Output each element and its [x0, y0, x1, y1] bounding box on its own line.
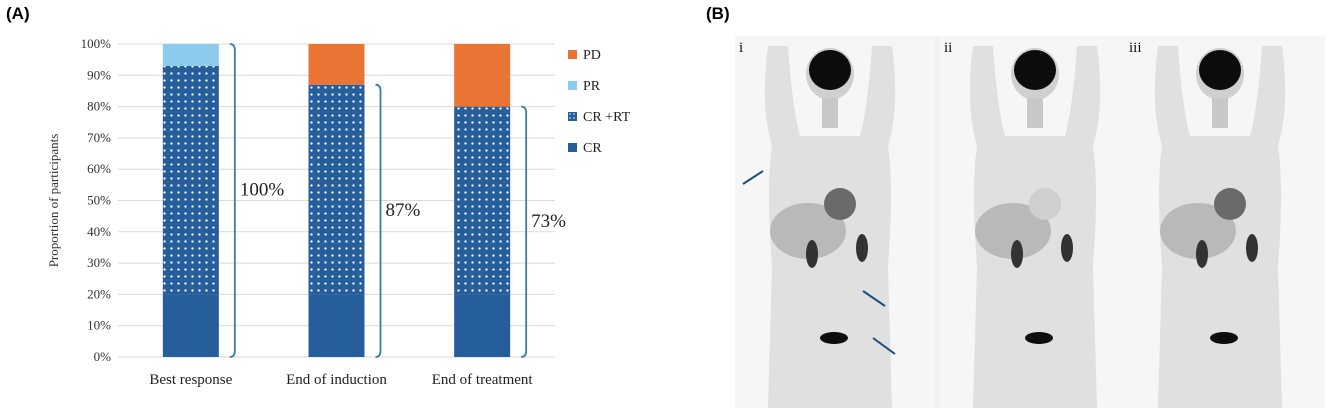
y-tick-label: 70% — [87, 130, 111, 145]
pet-scan-ii: ii — [940, 36, 1140, 408]
arrow-icon — [862, 290, 886, 307]
liver — [975, 203, 1051, 259]
y-axis-label: Proportion of participants — [46, 134, 61, 268]
bracket — [229, 43, 236, 358]
bladder — [820, 332, 848, 344]
bar-segment-cr-rt — [162, 65, 219, 295]
pet-scan-figure: i ii iii — [735, 36, 1325, 408]
kidney-left — [806, 240, 818, 268]
bladder — [1025, 332, 1053, 344]
neck — [1027, 98, 1043, 128]
bar-segment-cr — [162, 294, 219, 357]
neck — [822, 98, 838, 128]
pet-scan-label: iii — [1129, 40, 1142, 56]
heart — [824, 188, 856, 220]
bar-segment-pd — [454, 44, 511, 107]
panel-b-label: (B) — [706, 4, 730, 23]
kidney-left — [1011, 240, 1023, 268]
legend-swatch — [568, 81, 577, 90]
legend-swatch — [568, 143, 577, 152]
pet-scan-label: i — [739, 40, 744, 56]
y-tick-label: 30% — [87, 255, 111, 270]
x-tick-label: End of induction — [286, 372, 387, 388]
y-tick-label: 60% — [87, 161, 111, 176]
y-tick-label: 40% — [87, 224, 111, 239]
y-tick-label: 50% — [87, 193, 111, 208]
y-tick-label: 20% — [87, 286, 111, 301]
kidney-right — [1061, 234, 1073, 262]
bar-segment-pr — [162, 44, 219, 66]
bar-segment-cr — [308, 294, 365, 357]
pet-scan-image — [742, 46, 896, 408]
brain-uptake — [809, 50, 851, 90]
panel-a-label: (A) — [6, 4, 30, 23]
legend-swatch — [568, 50, 577, 59]
pet-scan-i: i — [735, 36, 935, 408]
bar-segment-pd — [308, 44, 365, 85]
y-tick-label: 10% — [87, 318, 111, 333]
legend-label: CR +RT — [583, 110, 631, 125]
y-tick-label: 90% — [87, 67, 111, 82]
bar-segment-cr-rt — [454, 106, 511, 295]
legend-label: CR — [583, 141, 602, 156]
y-tick-label: 80% — [87, 99, 111, 114]
stacked-bar-chart: 0% 10% 20% 30% 40% 50% 60% 70% 80% 90% 100% Proport… — [46, 36, 631, 388]
bar-segment-cr-rt — [308, 84, 365, 295]
bar-segment-cr — [454, 294, 511, 357]
bladder — [1210, 332, 1238, 344]
pet-scan-image — [969, 46, 1101, 408]
kidney-right — [1246, 234, 1258, 262]
kidney-right — [856, 234, 868, 262]
y-tick-label: 100% — [81, 36, 112, 51]
heart — [1214, 188, 1246, 220]
liver — [770, 203, 846, 259]
bracket-label: 100% — [240, 180, 284, 201]
y-tick-label: 0% — [94, 349, 112, 364]
bracket — [521, 105, 528, 358]
brain-uptake — [1014, 50, 1056, 90]
legend-label: PR — [583, 79, 601, 94]
heart — [1029, 188, 1061, 220]
brain-uptake — [1199, 50, 1241, 90]
x-tick-label: Best response — [149, 372, 232, 388]
x-tick-label: End of treatment — [432, 372, 534, 388]
pet-scan-iii: iii — [1125, 36, 1325, 408]
neck — [1212, 98, 1228, 128]
bracket-label: 87% — [386, 200, 421, 221]
bracket — [375, 83, 382, 358]
pet-scan-image — [1154, 46, 1286, 408]
arrow-icon — [742, 170, 764, 185]
arrow-icon — [872, 337, 896, 355]
legend-swatch — [568, 112, 577, 121]
kidney-left — [1196, 240, 1208, 268]
legend-label: PD — [583, 48, 601, 63]
pet-scan-label: ii — [944, 40, 953, 56]
bracket-label: 73% — [531, 211, 566, 232]
liver — [1160, 203, 1236, 259]
